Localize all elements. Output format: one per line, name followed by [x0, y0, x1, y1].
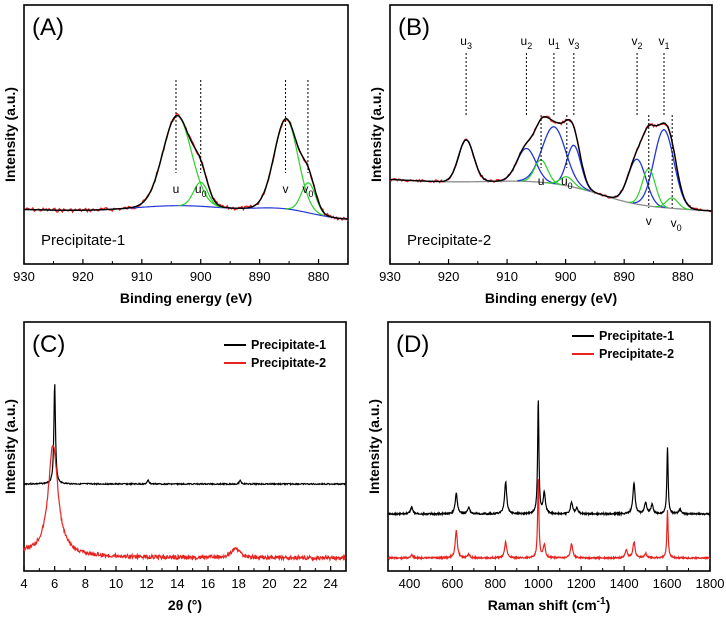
- series-precipitate-1: [387, 400, 711, 517]
- x-axis-title: 2θ (°): [168, 597, 202, 613]
- x-tick-label: 930: [13, 269, 35, 284]
- peak-marker-label: v: [283, 182, 289, 196]
- background-line: [389, 178, 713, 212]
- x-tick-label: 1000: [524, 576, 553, 591]
- peak-marker-label: v2: [632, 34, 643, 51]
- plot-frame: [23, 4, 349, 265]
- fit-component-ce3: [546, 176, 587, 191]
- peak-marker-label: v3: [568, 34, 579, 51]
- x-tick-label: 890: [613, 269, 635, 284]
- panel-label: (C): [32, 331, 65, 358]
- peak-marker-label: u: [538, 174, 545, 188]
- x-tick-label: 12: [139, 576, 153, 591]
- peak-marker-label: v1: [658, 34, 669, 51]
- panel-label: (D): [396, 331, 429, 358]
- plot-frame: [387, 321, 711, 572]
- x-tick-label: 1400: [610, 576, 639, 591]
- y-axis-title: Intensity (a.u.): [2, 399, 18, 494]
- panel-b: 930 920 910 900 890 880 Intensity (a.u.) (B) Bin…: [368, 4, 713, 306]
- panel-label: (A): [32, 14, 64, 41]
- peak-marker-label: v0: [671, 216, 682, 233]
- legend-label: Precipitate-2: [251, 356, 326, 370]
- x-tick-label: 600: [442, 576, 464, 591]
- raw-spectrum: [389, 115, 713, 213]
- series-precipitate-2: [23, 444, 347, 563]
- x-tick-label: 1200: [567, 576, 596, 591]
- panel-label: (B): [398, 14, 430, 41]
- legend-label: Precipitate-1: [251, 338, 326, 352]
- x-tick-label: 6: [51, 576, 58, 591]
- x-tick-label: 910: [496, 269, 518, 284]
- peak-marker-label: u1: [548, 34, 560, 51]
- y-axis-title: Intensity (a.u.): [366, 399, 382, 494]
- legend-label: Precipitate-2: [599, 347, 674, 361]
- x-axis-title: Raman shift (cm-1): [488, 596, 611, 613]
- x-axis-title: Binding energy (eV): [485, 290, 617, 306]
- series-precipitate-2: [387, 479, 711, 561]
- fit-component-ce4: [632, 128, 695, 210]
- x-tick-label: 880: [308, 269, 330, 284]
- x-tick-label: 20: [262, 576, 276, 591]
- x-tick-label: 22: [293, 576, 307, 591]
- peak-marker-label: u3: [460, 34, 472, 51]
- x-tick-label: 920: [438, 269, 460, 284]
- series-precipitate-1: [23, 384, 346, 486]
- x-tick-label: 920: [72, 269, 94, 284]
- fit-component: [178, 181, 223, 209]
- x-tick-label: 890: [249, 269, 271, 284]
- x-tick-label: 10: [109, 576, 123, 591]
- sample-label: Precipitate-2: [407, 232, 491, 249]
- x-axis-title: Binding energy (eV): [120, 290, 252, 306]
- peak-marker-label: u0: [561, 174, 573, 191]
- x-tick-label: 900: [555, 269, 577, 284]
- panel-a: 930 920 910 900 890 880 Intensity (a.u.) (A) Bin…: [2, 4, 349, 306]
- plot-frame: [23, 321, 347, 572]
- x-tick-label: 880: [672, 269, 694, 284]
- fit-component-ce4: [517, 126, 591, 192]
- panel-d: 400 600 800 1000 1200 1400 1600 1800 Intensity (…: [366, 321, 725, 613]
- plot-frame: [389, 4, 713, 265]
- x-tick-label: 910: [131, 269, 153, 284]
- x-tick-label: 14: [170, 576, 184, 591]
- sample-label: Precipitate-1: [41, 232, 125, 249]
- y-axis-title: Intensity (a.u.): [368, 87, 384, 182]
- x-tick-label: 1600: [653, 576, 682, 591]
- x-tick-label: 4: [20, 576, 27, 591]
- peak-marker-label: u: [173, 182, 180, 196]
- fit-envelope: [23, 114, 349, 220]
- x-tick-label: 16: [201, 576, 215, 591]
- panel-c: 4 6 8 10 12 14 16 18 20 22 24 Intensity (a.u.) (C) 2θ…: [2, 321, 347, 613]
- x-tick-label: 24: [323, 576, 337, 591]
- x-tick-label: 930: [379, 269, 401, 284]
- peak-marker-label: u2: [521, 34, 533, 51]
- peak-marker-label: u0: [195, 182, 207, 199]
- peak-marker-label: v: [646, 214, 652, 228]
- fit-component-ce3: [654, 197, 691, 211]
- legend-label: Precipitate-1: [599, 329, 674, 343]
- x-tick-label: 400: [399, 576, 421, 591]
- x-tick-label: 800: [484, 576, 506, 591]
- peak-marker-label: v0: [302, 182, 313, 199]
- x-tick-label: 1800: [696, 576, 725, 591]
- fit-envelope: [389, 116, 713, 212]
- x-tick-label: 900: [190, 269, 212, 284]
- y-axis-title: Intensity (a.u.): [2, 87, 18, 182]
- x-tick-label: 18: [231, 576, 245, 591]
- x-tick-label: 8: [82, 576, 89, 591]
